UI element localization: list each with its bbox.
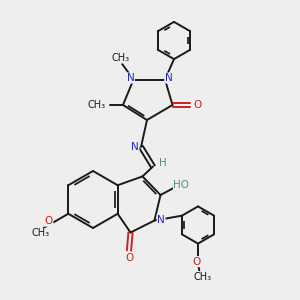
Text: CH₃: CH₃ <box>112 53 130 63</box>
Text: H: H <box>159 158 167 169</box>
Text: CH₃: CH₃ <box>194 272 211 282</box>
Text: CH₃: CH₃ <box>88 100 106 110</box>
Text: O: O <box>45 216 53 226</box>
Text: N: N <box>127 73 134 83</box>
Text: N: N <box>165 73 172 83</box>
Text: N: N <box>131 142 139 152</box>
Text: CH₃: CH₃ <box>32 228 50 239</box>
Text: O: O <box>125 253 133 263</box>
Text: O: O <box>193 100 202 110</box>
Text: O: O <box>192 256 201 267</box>
Text: HO: HO <box>173 180 190 190</box>
Text: N: N <box>157 214 165 225</box>
